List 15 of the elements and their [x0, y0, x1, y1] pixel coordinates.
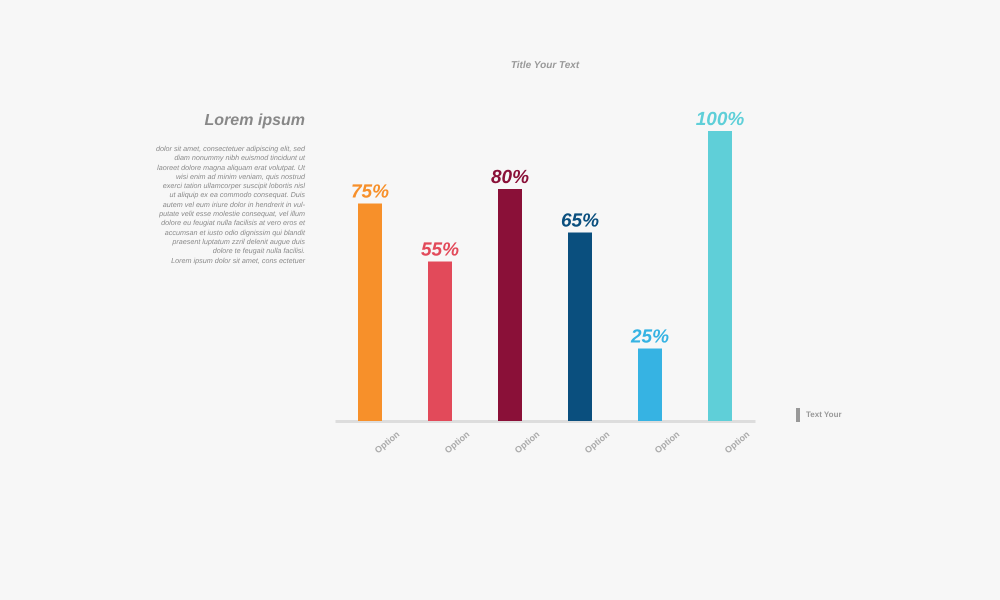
data-label: 25% — [630, 326, 670, 348]
bar — [708, 131, 732, 421]
data-label: 65% — [560, 210, 600, 232]
bar — [638, 348, 662, 421]
bar — [428, 262, 452, 421]
data-label: 55% — [420, 240, 460, 260]
text: Text Your — [796, 408, 842, 422]
bar — [498, 189, 522, 421]
data-label: 75% — [350, 182, 390, 202]
text: Lorem ipsum — [204, 112, 305, 130]
bar — [358, 204, 382, 421]
data-label: 80% — [490, 167, 530, 188]
bar — [568, 232, 592, 421]
chart-title: Title Your Text — [510, 60, 580, 71]
data-label: 100% — [696, 109, 744, 130]
